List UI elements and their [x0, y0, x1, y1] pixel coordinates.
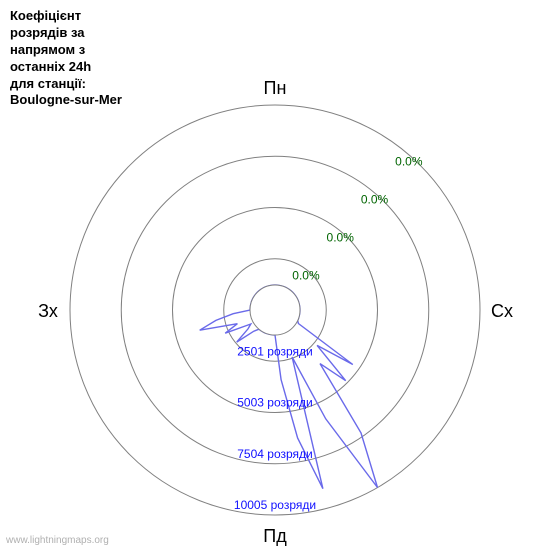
ring-label-percent: 0.0%: [327, 231, 355, 245]
chart-title: Коефіцієнт розрядів за напрямом з останн…: [10, 8, 122, 109]
watermark: www.lightningmaps.org: [6, 535, 109, 546]
ring-label-strokes: 7504 розряди: [237, 447, 313, 461]
ring-label-strokes: 5003 розряди: [237, 396, 313, 410]
cardinal-n: Пн: [264, 78, 287, 98]
ring-label-strokes: 2501 розряди: [237, 344, 313, 358]
ring-label-percent: 0.0%: [361, 192, 389, 206]
ring-label-percent: 0.0%: [292, 269, 320, 283]
ring-label-percent: 0.0%: [395, 154, 423, 168]
cardinal-s: Пд: [263, 526, 287, 546]
cardinal-w: Зх: [38, 301, 58, 321]
cardinal-e: Сх: [491, 301, 513, 321]
ring-label-strokes: 10005 розряди: [234, 498, 316, 512]
